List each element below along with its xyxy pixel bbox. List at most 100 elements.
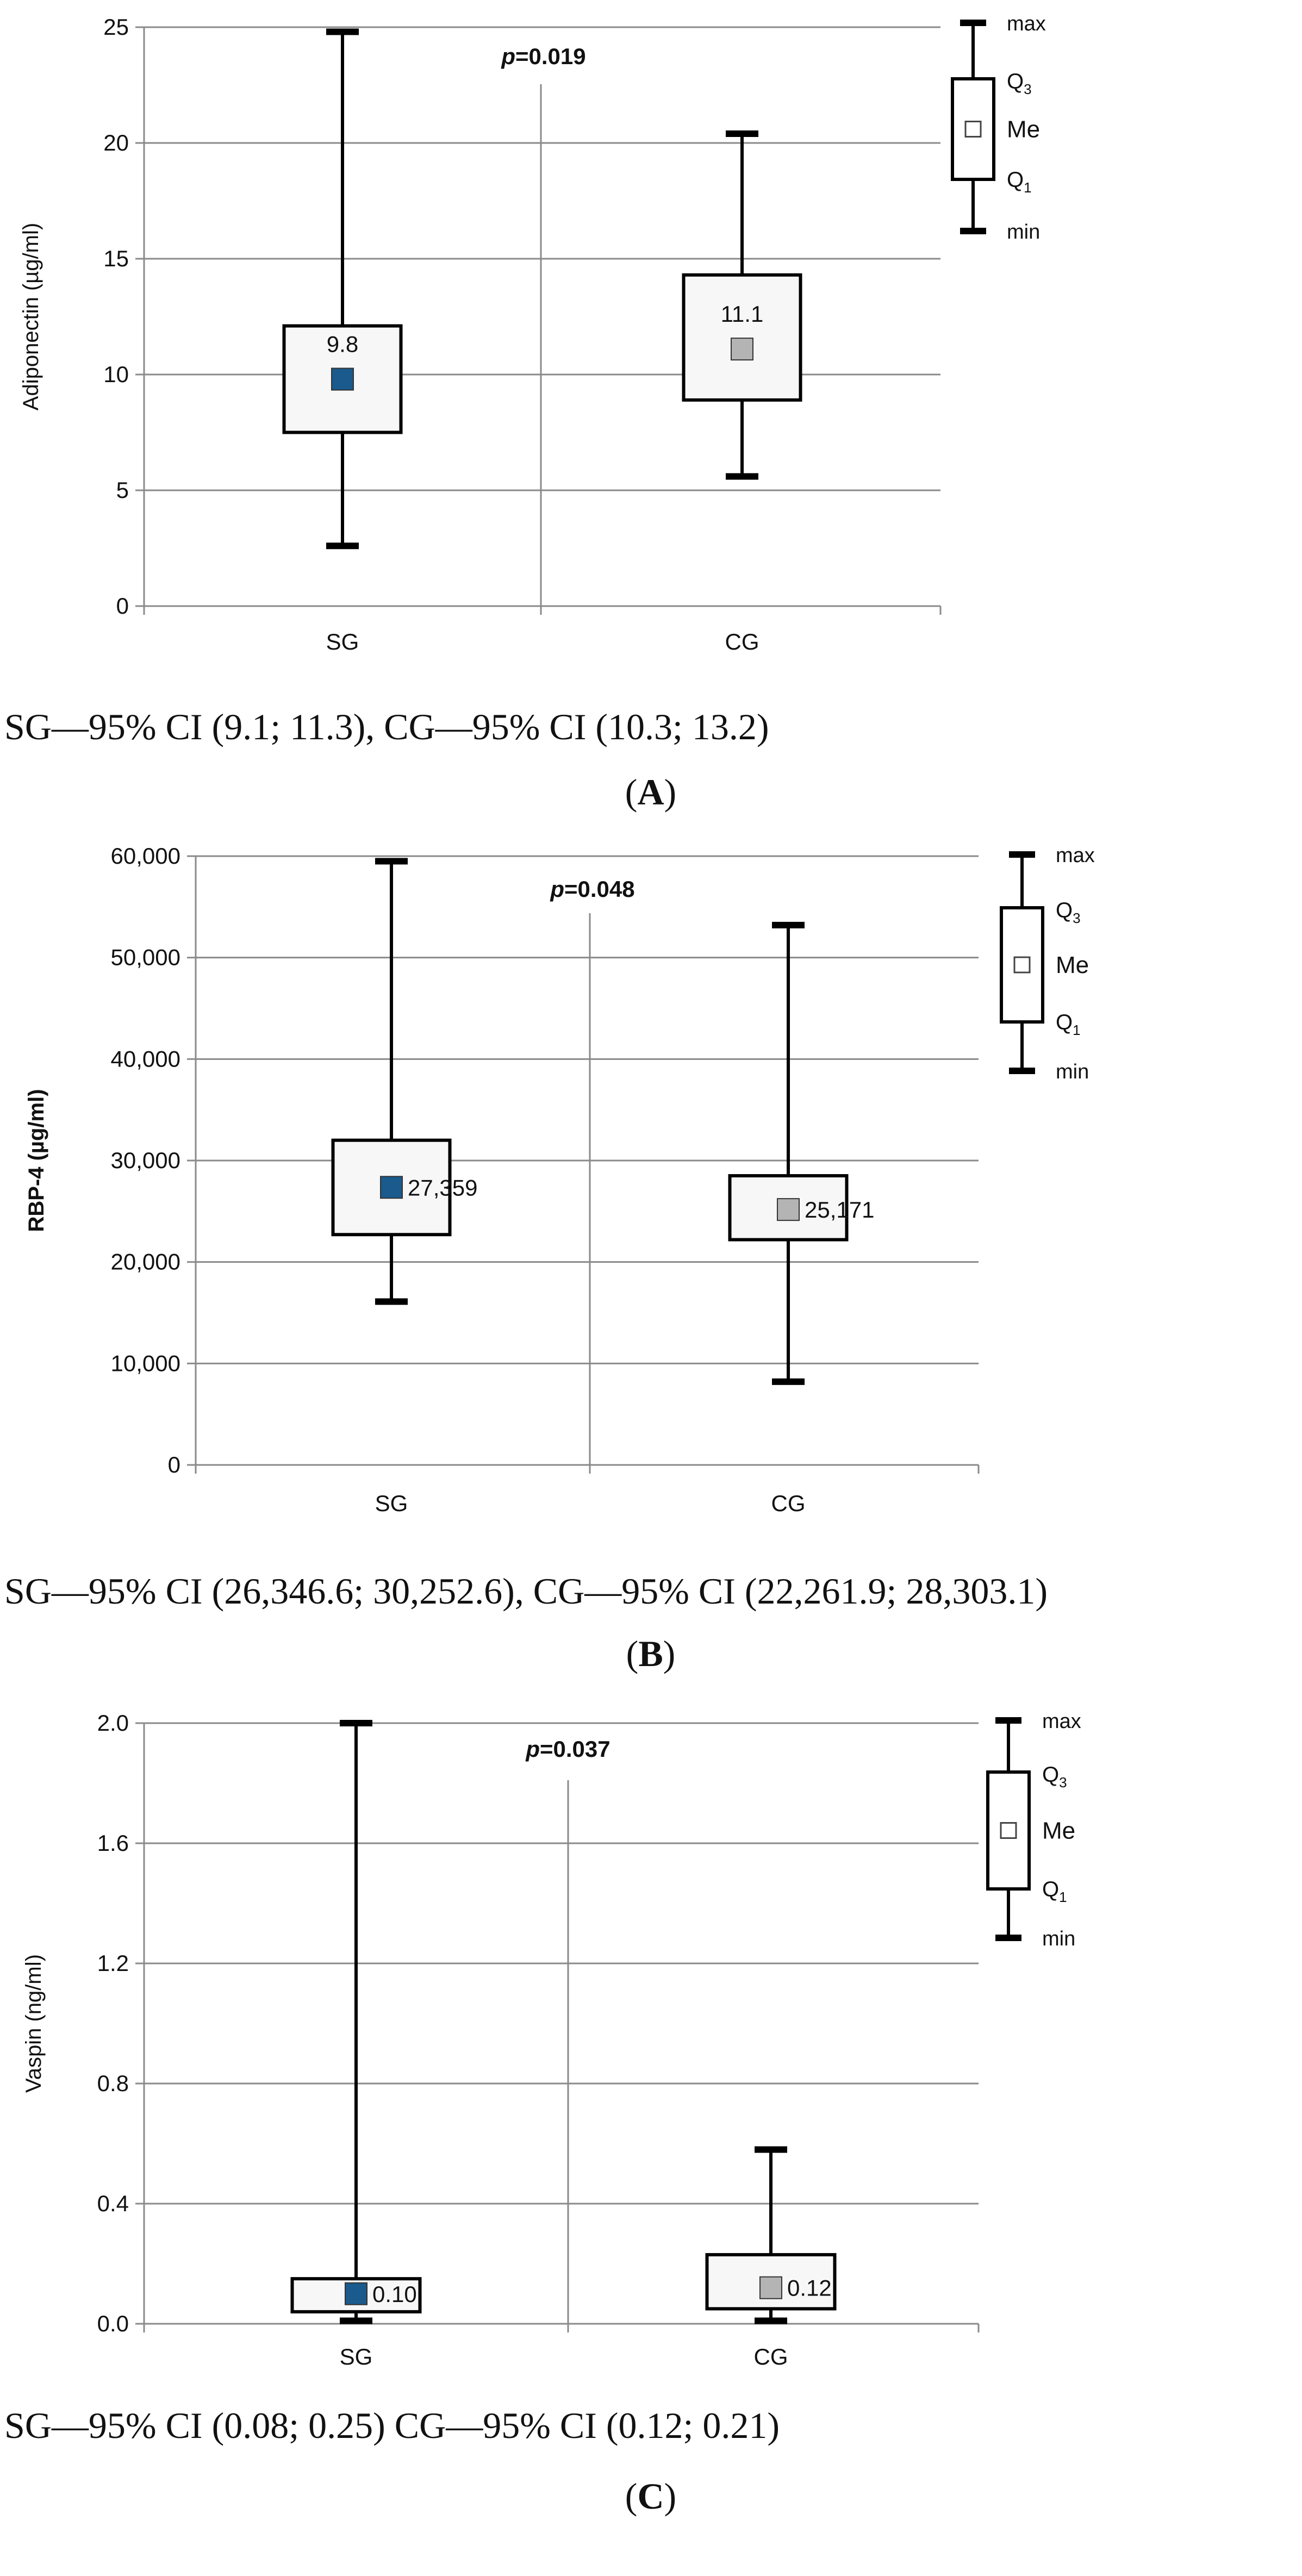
p-value-label: p=0.048 xyxy=(550,876,634,902)
legend-q1-label: Q1 xyxy=(1056,1011,1081,1038)
y-tick-label: 10,000 xyxy=(111,1350,180,1376)
y-tick-label: 2.0 xyxy=(97,1710,129,1736)
legend-min-label: min xyxy=(1007,221,1040,244)
median-marker xyxy=(380,1176,403,1199)
median-label: 25,171 xyxy=(805,1197,874,1222)
legend-q1-subscript: 1 xyxy=(1024,179,1031,196)
x-category-label: CG xyxy=(725,629,759,654)
x-category-label: SG xyxy=(340,2344,373,2369)
x-category-label: CG xyxy=(754,2344,788,2369)
legend-q1-label: Q1 xyxy=(1042,1878,1067,1905)
y-tick-label: 50,000 xyxy=(111,945,180,970)
panel-label-open: ( xyxy=(626,1633,639,1674)
y-tick-label: 25 xyxy=(103,14,129,40)
legend-max-label: max xyxy=(1042,1710,1081,1733)
legend-q3-subscript: 3 xyxy=(1073,910,1080,926)
legend-q3-letter: Q xyxy=(1042,1763,1059,1787)
legend-median-marker xyxy=(1013,956,1031,974)
p-value-number: =0.019 xyxy=(515,43,586,69)
chart-panel-b: 0 10,000 20,000 30,000 40,000 50,000 60,000 RBP… xyxy=(4,843,1095,1674)
median-marker xyxy=(759,2276,782,2299)
legend-median-label: Me xyxy=(1007,116,1040,143)
y-axis-label: Adiponectin (µg/ml) xyxy=(19,223,43,410)
legend-q3-label: Q3 xyxy=(1007,70,1032,97)
median-label: 9.8 xyxy=(327,332,358,357)
y-axis-label: Vaspin (ng/ml) xyxy=(22,1954,46,2093)
panel-label-close: ) xyxy=(664,771,677,813)
panel-label-letter: C xyxy=(637,2475,664,2517)
y-tick-label: 20 xyxy=(103,130,129,155)
panel-label-close: ) xyxy=(663,1633,676,1674)
panel-label: (B) xyxy=(626,1633,676,1674)
median-label: 11.1 xyxy=(721,301,764,327)
ci-caption: SG—95% CI (9.1; 11.3), CG—95% CI (10.3; … xyxy=(4,706,769,747)
chart-panel-a: 0 5 10 15 20 25 Adiponectin (µg/ml) p=0.019 9.8 S… xyxy=(4,13,1046,813)
y-tick-label: 30,000 xyxy=(111,1147,180,1173)
y-tick-label: 0.4 xyxy=(97,2191,129,2216)
legend-median-label: Me xyxy=(1042,1818,1075,1844)
chart-panel-c: 0.0 0.4 0.8 1.2 1.6 2.0 Vaspin (ng/ml) p=0.037 0… xyxy=(4,1710,1081,2517)
y-tick-label: 0.8 xyxy=(97,2070,129,2096)
median-label: 27,359 xyxy=(408,1175,477,1200)
ci-caption: SG—95% CI (26,346.6; 30,252.6), CG—95% C… xyxy=(4,1570,1048,1612)
box-group-cg: 11.1 xyxy=(682,130,802,480)
x-category-label: CG xyxy=(771,1490,806,1516)
panel-label: (A) xyxy=(625,771,676,813)
iqr-box xyxy=(682,273,802,402)
legend-max-label: max xyxy=(1056,844,1095,867)
y-tick-label: 10 xyxy=(103,361,129,387)
box-group-cg: 25,171 xyxy=(728,921,874,1385)
legend-q3-label: Q3 xyxy=(1056,899,1081,926)
p-value-label: p=0.037 xyxy=(525,1736,610,1762)
box-group-sg: 0.10 xyxy=(290,1720,422,2324)
p-value-number: =0.037 xyxy=(540,1736,610,1762)
box-group-sg: 9.8 xyxy=(282,28,403,550)
legend-q1-letter: Q xyxy=(1056,1011,1073,1034)
median-marker xyxy=(731,338,753,361)
x-category-label: SG xyxy=(375,1490,408,1516)
legend-min-label: min xyxy=(1042,1928,1075,1950)
box-group-sg: 27,359 xyxy=(331,858,477,1305)
y-tick-label: 40,000 xyxy=(111,1046,180,1071)
legend-q3-letter: Q xyxy=(1056,899,1073,922)
p-value-symbol: p xyxy=(525,1736,540,1762)
legend-median-label: Me xyxy=(1056,952,1089,978)
legend-box xyxy=(986,1770,1031,1891)
panel-label-letter: A xyxy=(637,771,664,813)
y-tick-label: 0 xyxy=(116,593,129,619)
panel-label-close: ) xyxy=(664,2475,677,2517)
legend-q1-label: Q1 xyxy=(1007,168,1032,196)
box-group-cg: 0.12 xyxy=(705,2146,837,2324)
p-value-number: =0.048 xyxy=(564,876,635,902)
legend-median-marker xyxy=(964,121,982,138)
legend-q1-letter: Q xyxy=(1007,168,1024,192)
y-tick-label: 5 xyxy=(116,477,129,503)
legend-q1-subscript: 1 xyxy=(1073,1022,1080,1038)
median-label: 0.10 xyxy=(372,2281,417,2307)
y-axis-label: RBP-4 (µg/ml) xyxy=(24,1089,48,1232)
legend-max-label: max xyxy=(1007,13,1046,35)
x-category-label: SG xyxy=(326,629,359,654)
panel-label-open: ( xyxy=(625,771,638,813)
median-marker xyxy=(345,2282,367,2305)
y-tick-label: 1.2 xyxy=(97,1950,129,1976)
y-tick-label: 15 xyxy=(103,246,129,271)
y-tick-label: 60,000 xyxy=(111,843,180,869)
p-value-label: p=0.019 xyxy=(501,43,585,69)
median-marker xyxy=(331,367,354,391)
median-label: 0.12 xyxy=(787,2275,832,2301)
y-tick-label: 20,000 xyxy=(111,1249,180,1275)
p-value-symbol: p xyxy=(550,876,564,902)
panel-label-open: ( xyxy=(625,2475,638,2517)
p-value-symbol: p xyxy=(501,43,515,69)
legend-median-marker xyxy=(1000,1822,1017,1839)
legend-min-label: min xyxy=(1056,1061,1089,1083)
legend-q1-letter: Q xyxy=(1042,1878,1059,1901)
legend-q3-letter: Q xyxy=(1007,70,1024,93)
y-tick-label: 1.6 xyxy=(97,1830,129,1856)
legend-q3-subscript: 3 xyxy=(1024,81,1031,97)
legend-q1-subscript: 1 xyxy=(1059,1889,1067,1905)
